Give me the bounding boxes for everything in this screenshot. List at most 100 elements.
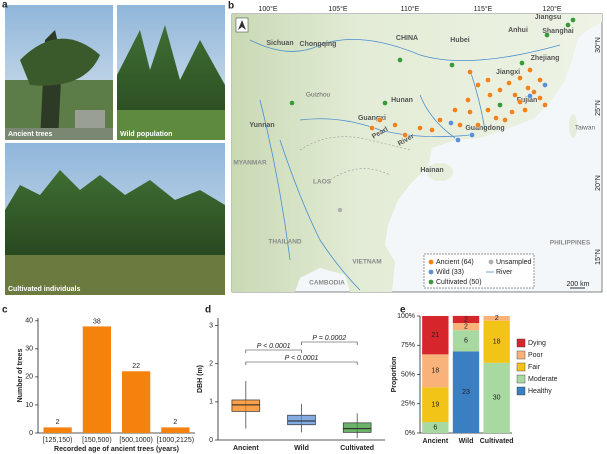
map-place: Hubei (450, 37, 470, 44)
map-point (506, 80, 512, 86)
y-tick-label: 25% (401, 401, 415, 408)
map-country: PHILIPPINES (550, 240, 591, 247)
map-point (537, 77, 543, 83)
legend-symbol (428, 279, 434, 285)
significance-bracket (245, 361, 358, 365)
bar-segment (452, 330, 480, 352)
axis-c (37, 318, 195, 434)
map-point (475, 122, 481, 128)
map-point (487, 92, 493, 98)
legend-label: Unsampled (496, 259, 532, 266)
panel-label: c (2, 305, 8, 316)
map-point (517, 99, 523, 105)
bar (121, 371, 151, 433)
lat-tick: 30°N (594, 37, 602, 53)
panel-label: b (228, 1, 234, 12)
y-tick-label: 30 (25, 346, 33, 353)
significance-bracket (301, 341, 358, 345)
panel-label: e (400, 305, 406, 316)
bar (43, 427, 72, 433)
box (287, 414, 316, 426)
bar-segment (452, 351, 480, 433)
map-point (570, 17, 576, 23)
map-point (465, 97, 471, 103)
photo-caption: Wild population (120, 131, 172, 138)
legend-label: Wild (33) (436, 269, 464, 276)
bar-segment (483, 320, 510, 363)
x-tick-label: Ancient (233, 445, 259, 452)
map-point (565, 22, 571, 28)
bar-segment (452, 323, 480, 331)
y-tick-label: 0 (209, 437, 213, 444)
legend-symbol (428, 269, 434, 275)
north-arrow (235, 17, 249, 33)
y-tick-label: 40 (25, 318, 33, 325)
map-place: Hunan (391, 97, 413, 104)
x-tick-label: Wild (294, 445, 309, 452)
y-tick-label: 20 (25, 374, 33, 381)
map-point (469, 132, 475, 138)
lon-tick: 110°E (401, 5, 420, 13)
value-label: 2 (173, 419, 177, 426)
lon-tick: 120°E (542, 5, 561, 13)
map-point (377, 117, 383, 123)
bar-segment (422, 354, 449, 388)
y-tick-label: 3 (209, 322, 213, 329)
y-tick-label: 0% (405, 430, 415, 437)
map-point (512, 92, 518, 98)
y-tick-label: 100% (397, 313, 415, 320)
map-country: MYANMAR (233, 160, 267, 167)
x-tick-label: Cultivated (480, 438, 514, 445)
box (342, 422, 372, 433)
map-point (542, 82, 548, 88)
scale-label: 200 km (567, 281, 590, 288)
map-point (337, 207, 343, 213)
x-tick-label: [150,500) (82, 437, 112, 444)
map-point (402, 132, 408, 138)
bar-segment (483, 316, 510, 321)
segment-label: 2 (464, 323, 468, 330)
bar (161, 427, 190, 433)
map-place: Zhejiang (531, 55, 560, 62)
legend-label: Cultivated (50) (436, 279, 482, 286)
x-tick-label: [125,150) (43, 437, 73, 444)
map-point (544, 32, 550, 38)
map-point (542, 102, 548, 108)
bar-segment (422, 422, 449, 433)
map-point (517, 75, 523, 81)
x-tick-label: Cultivated (340, 445, 374, 452)
y-tick-label: 75% (401, 342, 415, 349)
x-axis-label: Recorded age of ancient trees (years) (54, 446, 179, 453)
map-place: Jiangxi (496, 69, 520, 76)
x-tick-label: [500,1000) (119, 437, 152, 444)
map-point (289, 100, 295, 106)
map-point (527, 93, 533, 99)
map-point (527, 67, 533, 73)
legend-swatch (516, 386, 526, 396)
p-value: P = 0.0002 (312, 335, 346, 342)
map-place: Hainan (420, 167, 443, 174)
map-place: Jiangsu (535, 14, 561, 21)
legend-swatch (516, 338, 526, 348)
map-point (493, 115, 499, 121)
map-point (452, 107, 458, 113)
map-country: VIETNAM (352, 259, 381, 266)
map-point (455, 137, 461, 143)
photo-caption: Cultivated individuals (8, 286, 80, 293)
value-label: 38 (93, 318, 101, 325)
map-place: Anhui (508, 27, 528, 34)
bar (82, 326, 112, 433)
map-point (537, 95, 543, 101)
panel-label: d (205, 305, 211, 316)
segment-label: 6 (433, 424, 437, 431)
map-point (485, 77, 491, 83)
y-tick-label: 1 (209, 399, 213, 406)
map-country: LAOS (313, 179, 332, 186)
map-point (417, 125, 423, 131)
segment-label: 30 (493, 395, 501, 402)
legend-swatch (516, 362, 526, 372)
lat-tick: 15°N (594, 249, 602, 265)
segment-label: 19 (431, 401, 439, 408)
legend-symbol (428, 259, 434, 265)
map-place: Chongqing (300, 41, 337, 48)
